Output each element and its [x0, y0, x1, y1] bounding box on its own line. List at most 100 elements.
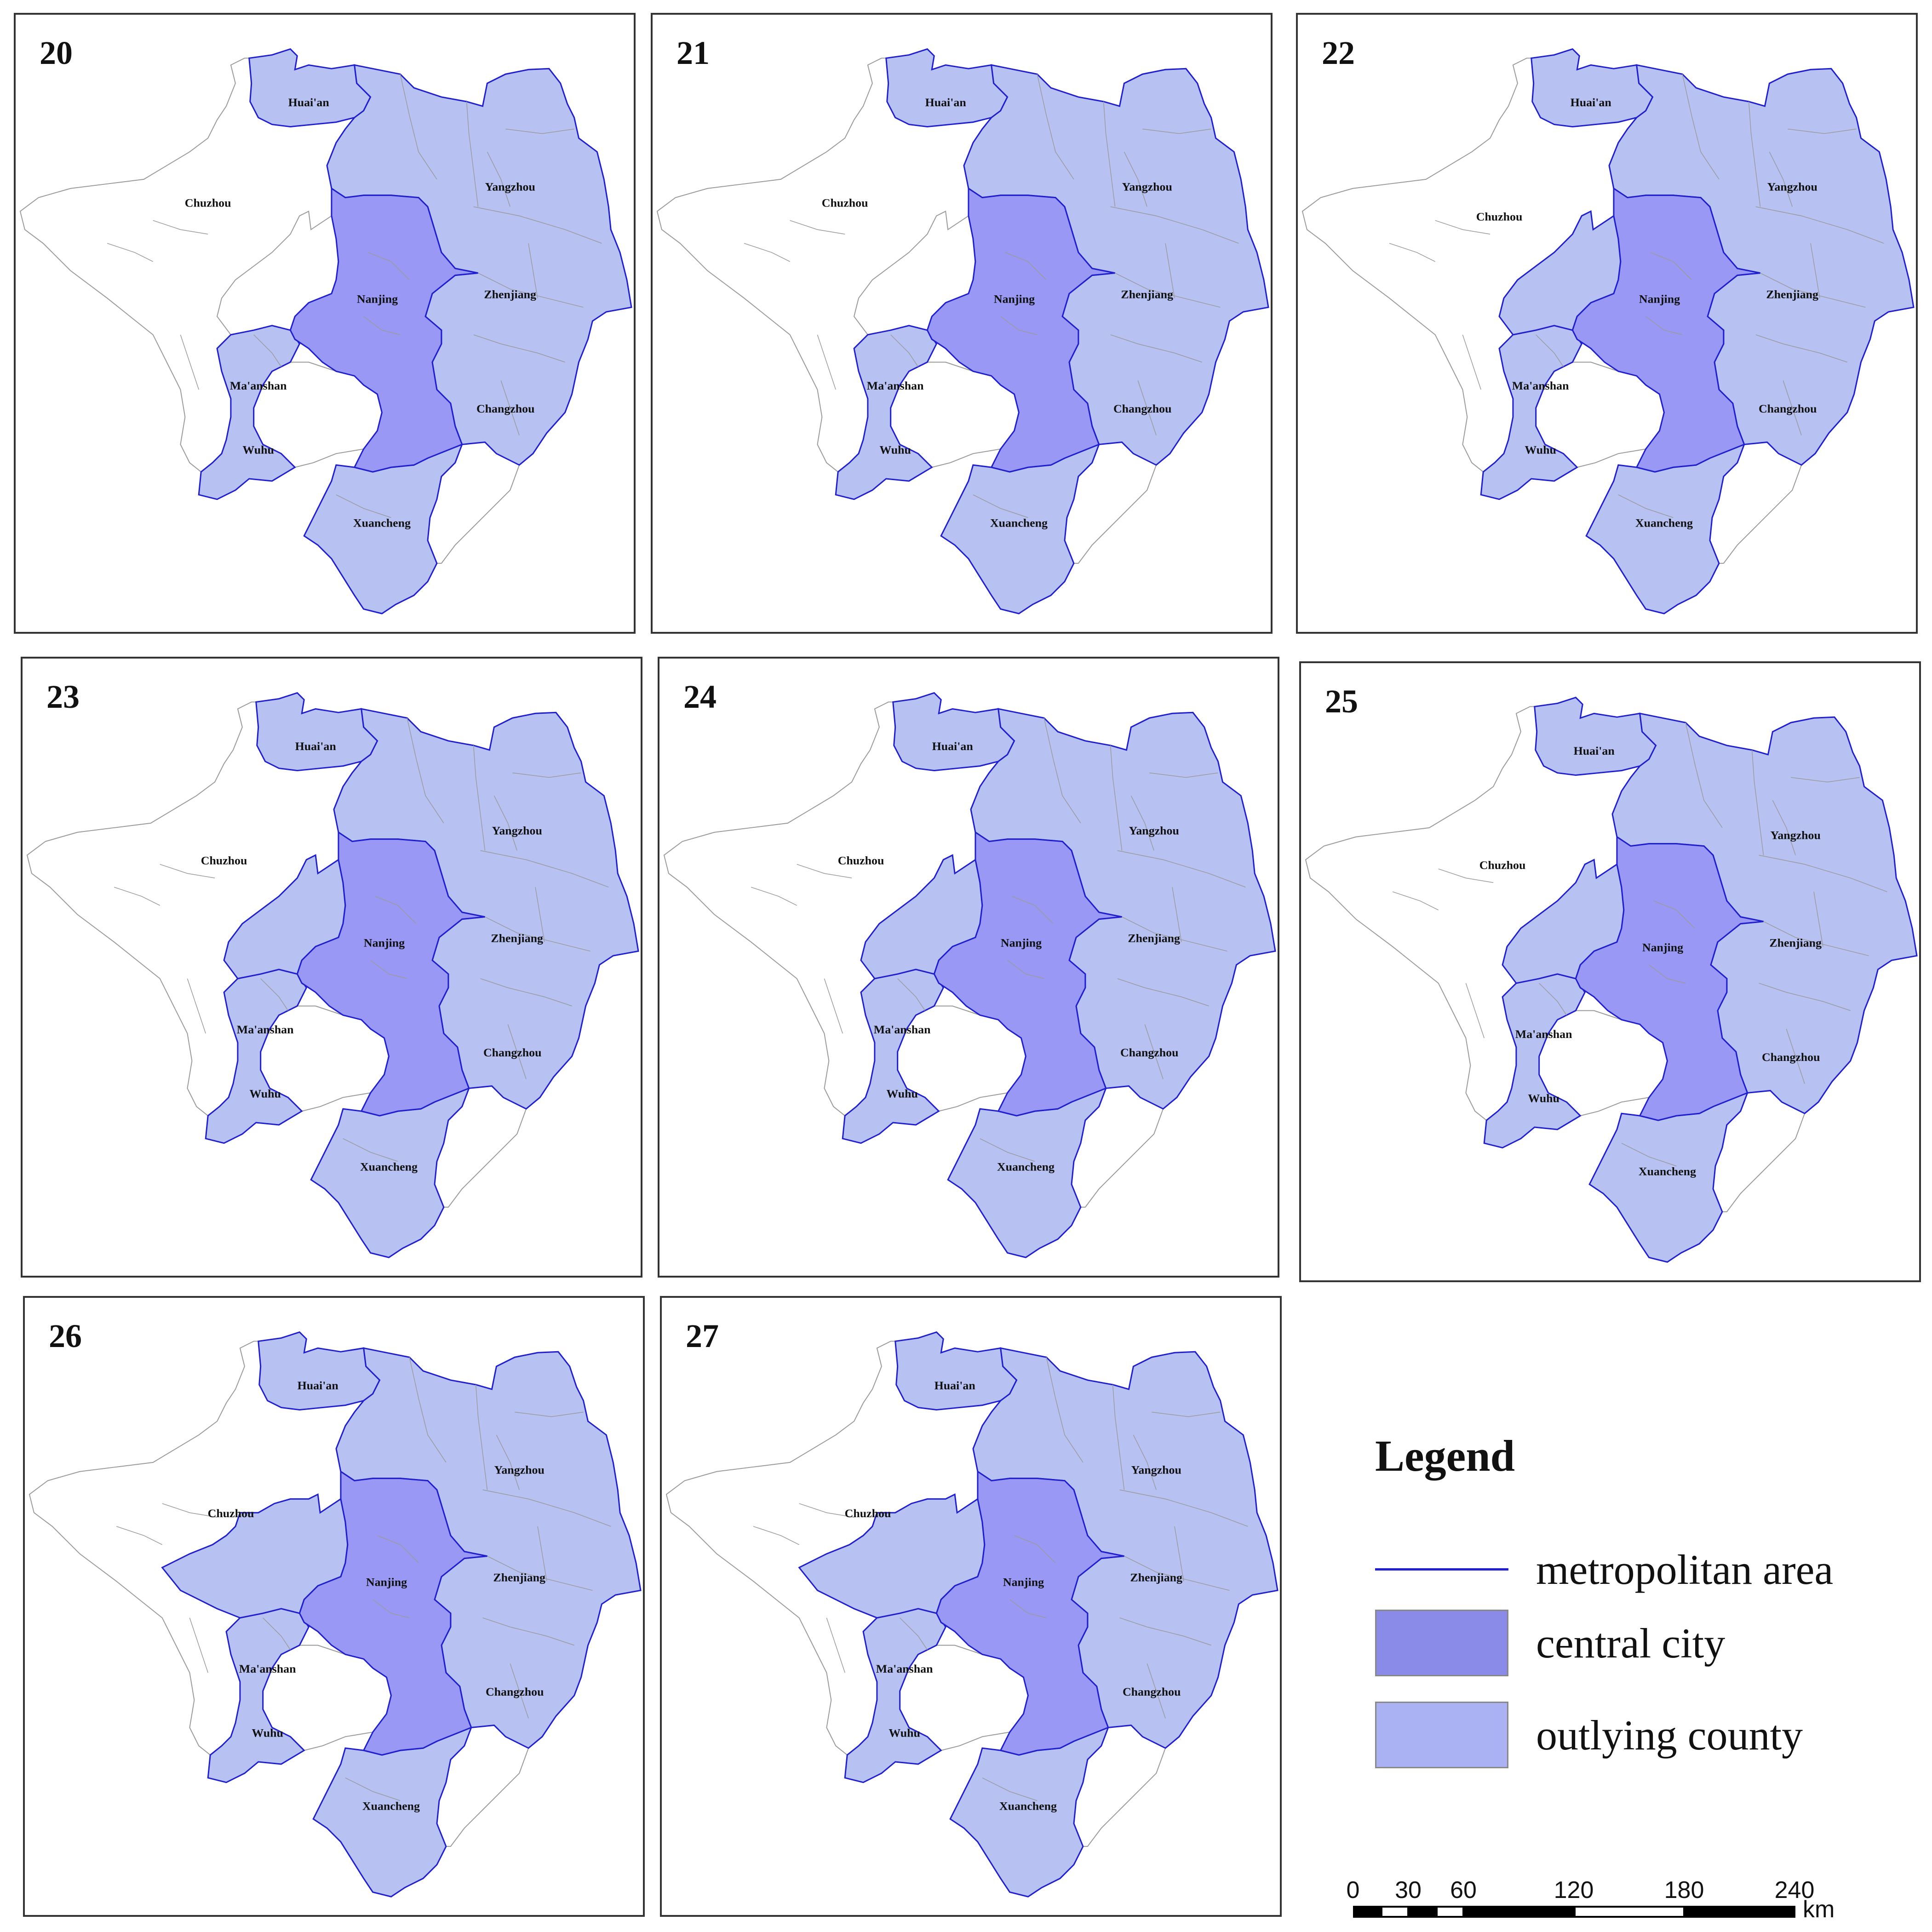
- county-boundary: [528, 243, 538, 298]
- city-label: Nanjing: [994, 292, 1035, 305]
- county-boundary: [537, 1526, 547, 1582]
- county-boundary: [1621, 1143, 1677, 1167]
- city-label: Yangzhou: [494, 1463, 545, 1477]
- scale-segment: [1381, 1906, 1409, 1918]
- scale-segment: [1353, 1906, 1382, 1918]
- county-boundary: [336, 494, 391, 518]
- county-boundary: [824, 978, 843, 1034]
- city-label: Chuzhou: [838, 854, 884, 867]
- central-city-region: [298, 1470, 487, 1756]
- county-boundary: [478, 272, 584, 308]
- county-boundary: [1117, 850, 1246, 888]
- city-label: Changzhou: [1123, 1685, 1181, 1698]
- county-boundary: [253, 334, 282, 367]
- county-boundary: [1653, 900, 1695, 929]
- scale-tick-60: 60: [1450, 1877, 1477, 1903]
- city-label: Zhenjiang: [491, 931, 543, 945]
- panel-number: 24: [683, 678, 717, 715]
- city-label: Changzhou: [1120, 1046, 1179, 1059]
- county-boundary: [263, 1617, 291, 1650]
- county-boundary: [343, 1138, 398, 1162]
- city-label: Wuhu: [1525, 443, 1556, 456]
- legend-title: Legend: [1375, 1431, 1515, 1480]
- county-boundary: [400, 74, 437, 180]
- city-label: Wuhu: [879, 443, 911, 456]
- county-boundary: [1119, 1617, 1211, 1646]
- city-label: Xuancheng: [997, 1160, 1055, 1173]
- map-panel-22: Huai'an Chuzhou Yangzhou Nanjing Zhenjiang Ma…: [1296, 13, 1918, 634]
- county-boundary: [1755, 334, 1847, 363]
- county-boundary: [973, 494, 1028, 518]
- county-boundary: [482, 1489, 611, 1527]
- county-boundary: [1788, 128, 1857, 134]
- panel-number: 26: [49, 1318, 82, 1354]
- outlying-county-region: [885, 48, 1009, 128]
- county-boundary: [890, 334, 919, 367]
- county-boundary: [1786, 1029, 1805, 1084]
- central-city-swatch: [1375, 1610, 1508, 1676]
- map-canvas: Huai'an Chuzhou Yangzhou Nanjing Zhenjiang Ma…: [1301, 48, 1915, 614]
- city-label: Ma'anshan: [874, 1023, 931, 1036]
- panel-number: 27: [686, 1318, 719, 1354]
- county-boundary: [260, 978, 289, 1011]
- county-boundary: [1115, 272, 1221, 308]
- county-boundary: [1007, 960, 1044, 979]
- county-boundary: [1685, 722, 1723, 828]
- map-canvas: Huai'an Chuzhou Yangzhou Nanjing Zhenjiang Ma…: [26, 692, 639, 1258]
- city-label: Huai'an: [1574, 744, 1615, 757]
- map-panel-21: Huai'an Chuzhou Yangzhou Nanjing Zhenjiang Ma…: [651, 13, 1273, 634]
- scale-segment: [1684, 1906, 1795, 1918]
- county-boundary: [189, 1617, 208, 1673]
- outlying-county-region: [255, 692, 378, 772]
- county-boundary: [515, 1411, 584, 1417]
- central-city-region: [289, 187, 478, 473]
- outlying-county-region: [258, 1331, 381, 1411]
- city-label: Huai'an: [295, 740, 336, 753]
- scale-tick-240: 240: [1774, 1877, 1815, 1903]
- county-boundary: [799, 1503, 854, 1518]
- county-boundary: [1751, 750, 1764, 855]
- city-label: Zhenjiang: [1121, 287, 1173, 301]
- non-metro-region: [656, 57, 993, 473]
- scale-bar: 0 30 60 120 180 240 km: [1343, 1876, 1849, 1927]
- county-boundary: [409, 1357, 447, 1463]
- city-label: Wuhu: [889, 1726, 920, 1739]
- outlying-county-region: [844, 1608, 946, 1783]
- county-boundary: [1536, 334, 1564, 367]
- city-label: Chuzhou: [845, 1507, 891, 1520]
- city-label: Ma'anshan: [237, 1023, 294, 1036]
- county-boundary: [1005, 252, 1047, 281]
- county-boundary: [1000, 316, 1038, 335]
- city-label: Changzhou: [1762, 1050, 1820, 1064]
- central-city-region: [296, 831, 485, 1117]
- central-city-region: [1575, 835, 1764, 1121]
- city-label: Yangzhou: [1767, 180, 1817, 194]
- outlying-county-swatch: [1375, 1702, 1508, 1768]
- county-boundary: [982, 1777, 1038, 1801]
- county-boundary: [466, 101, 479, 207]
- map-panel-23: Huai'an Chuzhou Yangzhou Nanjing Zhenjiang Ma…: [21, 657, 642, 1278]
- city-label: Xuancheng: [1635, 516, 1693, 529]
- county-boundary: [1117, 978, 1209, 1007]
- county-boundary: [377, 1535, 419, 1564]
- outlying-county-region: [842, 969, 944, 1144]
- county-boundary: [1682, 74, 1720, 180]
- county-boundary: [1037, 74, 1074, 180]
- county-boundary: [1539, 983, 1567, 1015]
- scale-segment: [1408, 1906, 1437, 1918]
- county-boundary: [535, 887, 545, 942]
- metropolitan-area-line-symbol: [1375, 1568, 1508, 1571]
- city-label: Nanjing: [1001, 936, 1042, 949]
- city-label: Yangzhou: [1129, 824, 1179, 837]
- county-boundary: [1791, 777, 1860, 783]
- county-boundary: [485, 916, 590, 952]
- panel-number: 25: [1325, 683, 1358, 720]
- county-boundary: [496, 1434, 520, 1490]
- central-city-region: [926, 187, 1115, 473]
- county-boundary: [1813, 891, 1823, 947]
- scale-segment: [1436, 1906, 1464, 1918]
- county-boundary: [1014, 1535, 1056, 1564]
- city-label: Zhenjiang: [1128, 931, 1180, 945]
- central-city-region: [933, 831, 1122, 1117]
- city-label: Zhenjiang: [484, 287, 536, 301]
